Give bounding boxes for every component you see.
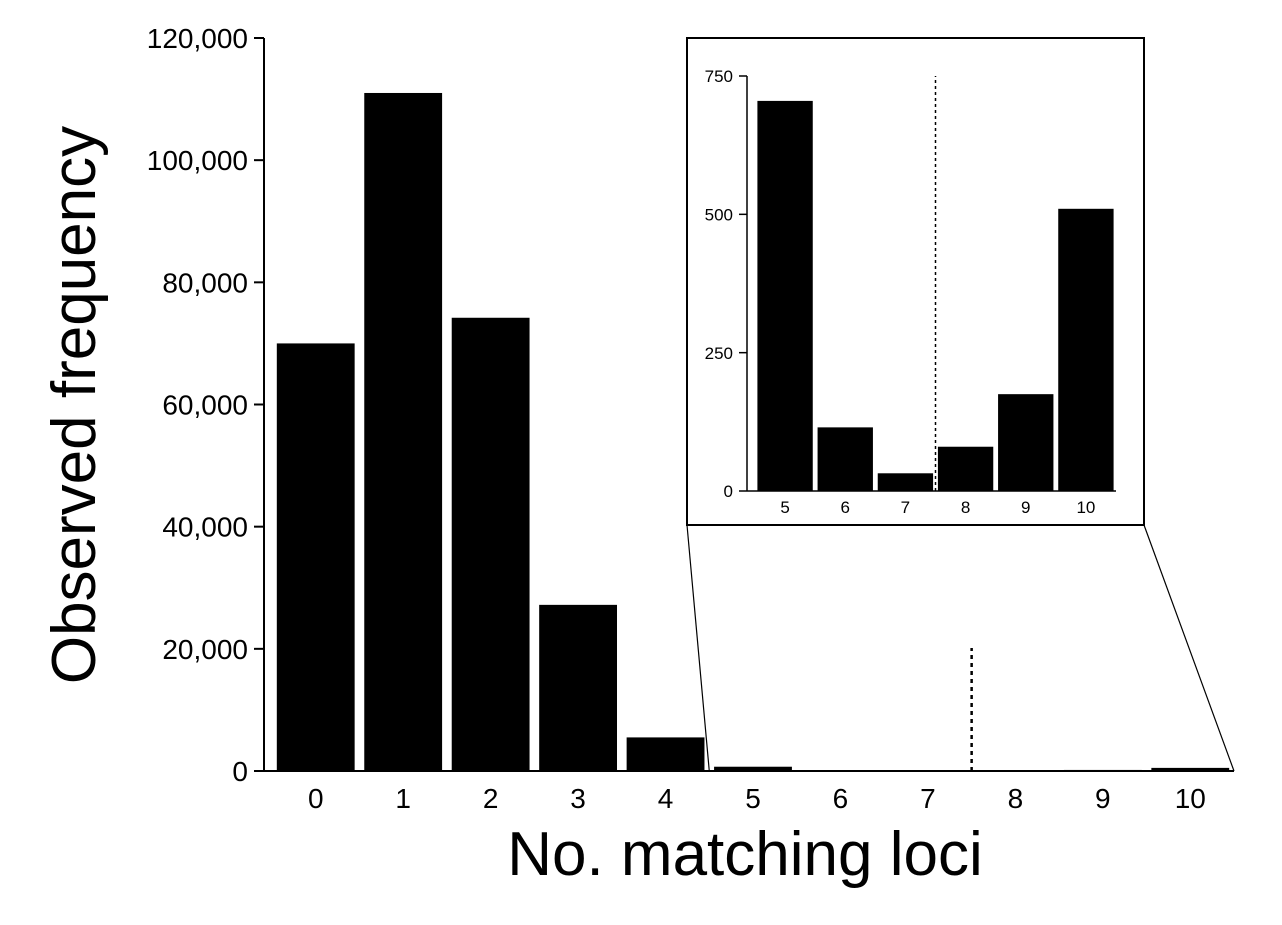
main-x-tick-label: 1 — [395, 783, 411, 814]
inset-y-tick-label: 0 — [724, 482, 733, 501]
main-y-axis: 0 20,000 40,000 60,000 80,000 100,000 120,000 — [147, 23, 265, 787]
main-x-tick-label: 7 — [920, 783, 936, 814]
inset-bar-10 — [1058, 208, 1114, 492]
inset-y-tick-label: 750 — [705, 67, 733, 86]
inset-y-axis: 0 250 500 750 — [705, 67, 748, 501]
inset-x-tick-label: 10 — [1076, 498, 1095, 517]
inset-bar-8 — [937, 446, 994, 491]
main-y-tick-label: 20,000 — [162, 634, 248, 665]
main-bar-5 — [714, 766, 792, 771]
inset-x-tick-label: 5 — [780, 498, 789, 517]
main-bars — [276, 92, 1230, 772]
main-x-axis: 0 1 2 3 4 5 6 7 8 9 10 — [264, 770, 1234, 814]
main-y-axis-title: Observed frequency — [40, 126, 109, 684]
main-x-tick-label: 2 — [483, 783, 499, 814]
inset-plot: 0 250 500 750 5 6 7 8 9 10 — [686, 37, 1145, 526]
main-x-tick-label: 10 — [1175, 783, 1206, 814]
inset-y-tick-label: 250 — [705, 344, 733, 363]
inset-x-tick-label: 7 — [901, 498, 910, 517]
inset-bar-9 — [998, 394, 1054, 491]
inset-x-tick-label: 9 — [1021, 498, 1030, 517]
main-x-tick-label: 5 — [745, 783, 761, 814]
inset-bar-5 — [757, 100, 813, 492]
inset-x-tick-label: 6 — [841, 498, 850, 517]
inset-x-tick-label: 8 — [961, 498, 970, 517]
main-bar-1 — [364, 92, 443, 772]
inset-zoom-connectors — [686, 524, 1235, 772]
main-y-tick-label: 100,000 — [147, 145, 248, 176]
main-bar-2 — [451, 317, 530, 771]
inset-bar-6 — [817, 427, 873, 491]
main-y-tick-label: 40,000 — [162, 512, 248, 543]
main-y-tick-label: 0 — [232, 756, 248, 787]
main-y-tick-label: 80,000 — [162, 267, 248, 298]
main-x-tick-label: 8 — [1008, 783, 1024, 814]
main-bar-4 — [626, 737, 705, 771]
inset-y-tick-label: 500 — [705, 205, 733, 224]
inset-connector-right — [1143, 524, 1235, 772]
main-x-axis-title: No. matching loci — [507, 820, 983, 889]
main-bar-0 — [276, 343, 355, 771]
main-x-tick-label: 9 — [1095, 783, 1111, 814]
inset-bar-7 — [877, 473, 934, 491]
main-x-tick-label: 6 — [833, 783, 849, 814]
main-bar-10 — [1151, 767, 1230, 771]
inset-bars — [757, 76, 1114, 492]
inset-connector-left — [686, 524, 710, 772]
main-y-tick-label: 60,000 — [162, 390, 248, 421]
main-x-tick-label: 4 — [658, 783, 674, 814]
inset-x-axis: 5 6 7 8 9 10 — [747, 490, 1116, 517]
main-x-tick-label: 0 — [308, 783, 324, 814]
main-y-tick-label: 120,000 — [147, 23, 248, 54]
main-bar-3 — [539, 604, 618, 771]
main-x-tick-label: 3 — [570, 783, 586, 814]
main-plot: 020,00040,00060,00080,000100,000120,000 … — [40, 23, 1234, 889]
